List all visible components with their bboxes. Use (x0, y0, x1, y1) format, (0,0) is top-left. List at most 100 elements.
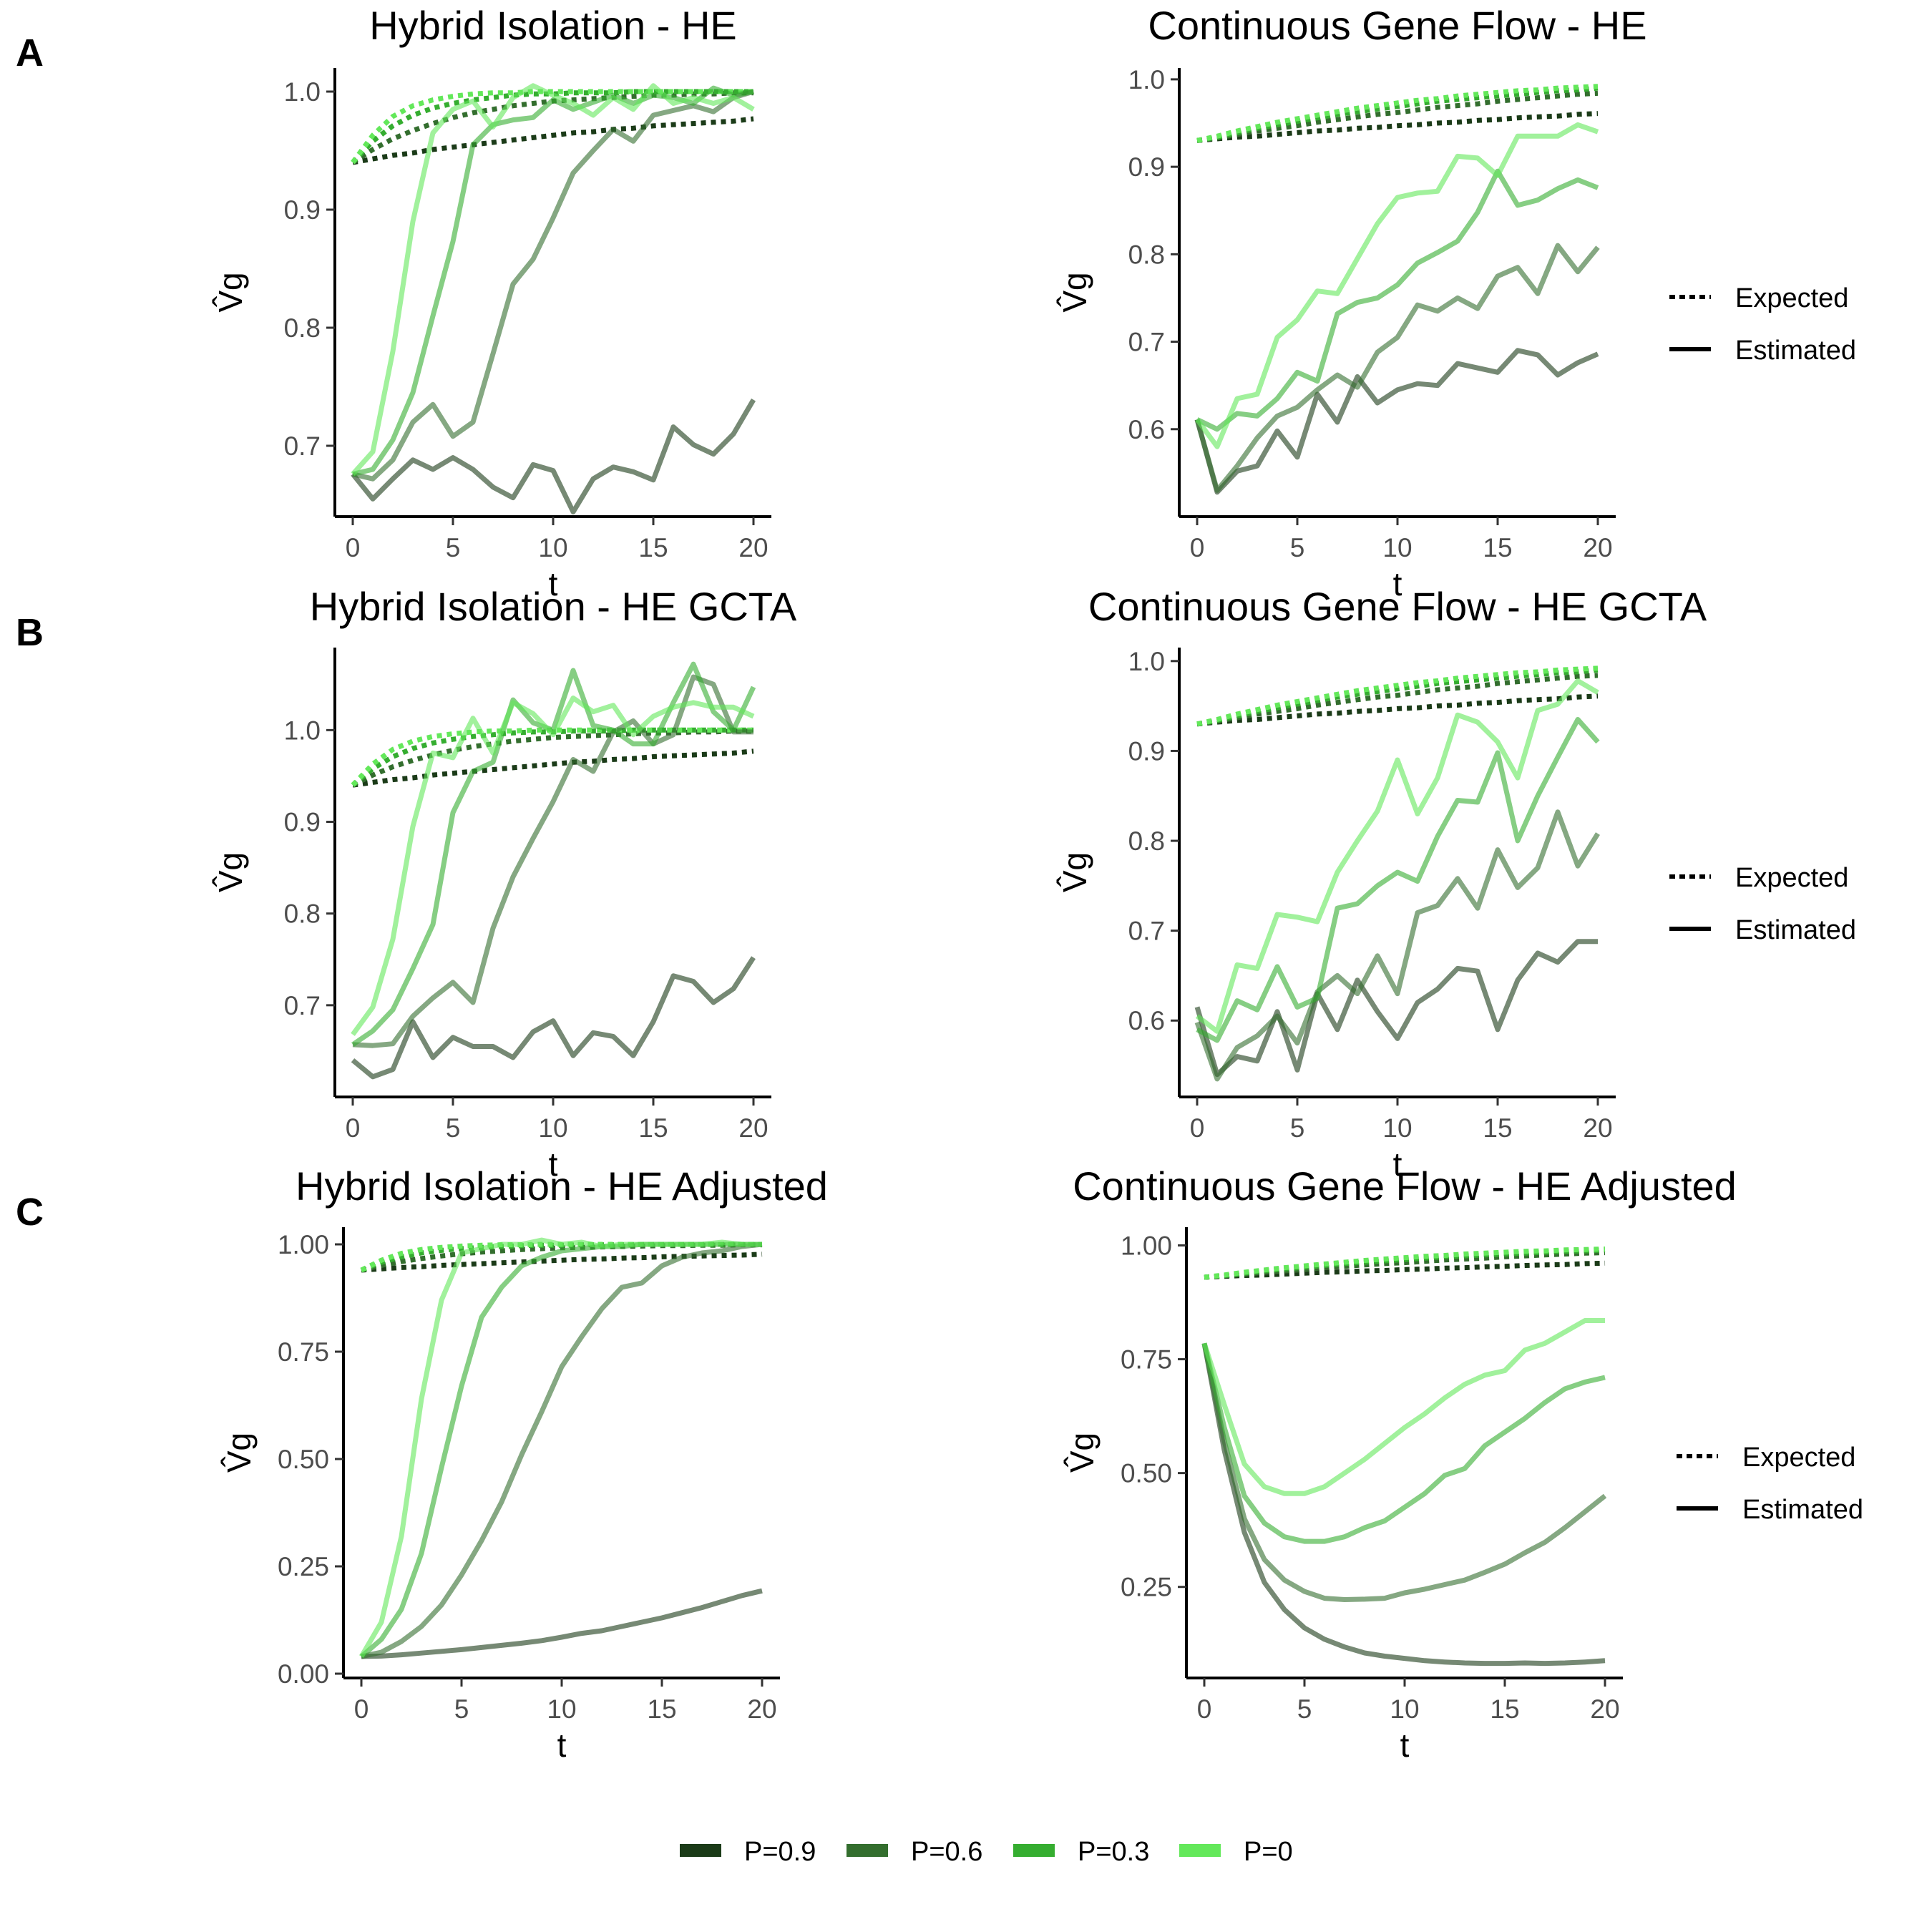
x-tick-label: 5 (1290, 1113, 1305, 1143)
expected-line-p03 (1196, 85, 1599, 143)
y-tick-label: 0.9 (284, 195, 321, 225)
x-tick-label: 0 (346, 1113, 361, 1143)
x-tick-label: 5 (1290, 533, 1305, 562)
expected-line-p06 (1204, 1250, 1606, 1280)
expected-line-p06 (1196, 673, 1599, 727)
x-tick-label: 20 (747, 1694, 776, 1724)
x-tick-label: 0 (354, 1694, 369, 1724)
x-tick-label: 20 (1583, 1113, 1612, 1143)
y-tick-label: 0.8 (284, 313, 321, 343)
panel-letter-c: C (16, 1191, 44, 1234)
y-tick-label: 0.7 (1128, 328, 1165, 357)
legend-label: P=0.9 (744, 1837, 816, 1867)
y-tick-label: 1.0 (284, 77, 321, 107)
estimated-line-p09 (1201, 1342, 1606, 1667)
x-tick-label: 15 (638, 533, 668, 562)
x-tick-label: 20 (738, 1113, 768, 1143)
linetype-legend-1: Expected Estimated (1669, 283, 1856, 366)
chart-title: Continuous Gene Flow - HE (1148, 3, 1646, 48)
estimated-line-p06 (1201, 1342, 1607, 1602)
legend-label: Estimated (1735, 336, 1856, 366)
chart-title: Continuous Gene Flow - HE Adjusted (1073, 1163, 1737, 1209)
x-tick-label: 15 (638, 1113, 668, 1143)
y-tick-label: 0.25 (1121, 1573, 1172, 1602)
chart-panel-3: Hybrid Isolation - HE GCTA 0.7 0.8 0.9 1.0 0 5… (212, 584, 797, 1183)
estimated-line-p09 (1194, 939, 1598, 1078)
y-axis-label: V̂g (212, 272, 249, 312)
x-tick-label: 20 (1590, 1694, 1619, 1724)
y-tick-label: 0.7 (284, 431, 321, 461)
expected-line-p0 (1196, 84, 1599, 143)
x-tick-label: 15 (1483, 533, 1512, 562)
x-axis-label: t (549, 1146, 558, 1183)
estimated-line-p06 (352, 89, 754, 482)
expected-line-p09 (1204, 1260, 1606, 1280)
estimated-line-p09 (361, 1588, 763, 1659)
expected-line-p09 (1196, 111, 1599, 143)
estimated-line-p09 (351, 956, 756, 1080)
y-axis-label: V̂g (1056, 852, 1093, 892)
legend-swatch (680, 1844, 721, 1857)
x-axis-label: t (1393, 565, 1402, 602)
legend-label: P=0 (1244, 1837, 1293, 1867)
expected-line-p0 (351, 727, 753, 787)
expected-line-p09 (352, 748, 754, 788)
estimated-line-p0 (1195, 122, 1599, 449)
x-axis-label: t (549, 565, 558, 602)
x-axis-label: t (1400, 1727, 1410, 1764)
x-tick-label: 15 (1490, 1694, 1519, 1724)
y-tick-label: 0.9 (1128, 736, 1165, 766)
panel-letter-b: B (16, 611, 44, 654)
estimated-line-p03 (352, 85, 754, 477)
legend-label: P=0.3 (1078, 1837, 1149, 1867)
y-axis-label: V̂g (212, 852, 249, 892)
estimated-line-p0 (351, 696, 755, 1036)
estimated-line-p0 (351, 83, 755, 476)
x-tick-label: 0 (1190, 533, 1205, 562)
linetype-legend-2: Expected Estimated (1669, 863, 1856, 945)
panel-letter-a: A (16, 31, 44, 74)
estimated-line-p03 (1201, 1342, 1606, 1544)
x-tick-label: 5 (446, 533, 461, 562)
legend-label: Expected (1735, 283, 1848, 313)
y-axis-label: V̂g (220, 1433, 258, 1473)
x-tick-label: 5 (446, 1113, 461, 1143)
y-tick-label: 1.0 (1128, 647, 1165, 676)
x-tick-label: 20 (1583, 533, 1612, 562)
x-axis-label: t (1393, 1146, 1402, 1183)
y-tick-label: 0.8 (284, 899, 321, 929)
x-tick-label: 0 (1190, 1113, 1205, 1143)
y-tick-label: 0.6 (1128, 415, 1165, 444)
estimated-line-p0 (1195, 678, 1599, 1034)
legend-label: Expected (1742, 1443, 1855, 1473)
x-tick-label: 0 (346, 533, 361, 562)
estimated-line-p03 (1196, 717, 1600, 1043)
expected-line-p0 (1204, 1246, 1606, 1280)
estimated-line-p09 (1194, 348, 1599, 495)
y-tick-label: 0.6 (1128, 1006, 1165, 1035)
chart-panel-2: Continuous Gene Flow - HE 0.6 0.7 0.8 0.9 1.0… (1056, 3, 1647, 602)
estimated-line-p0 (1201, 1318, 1605, 1496)
x-tick-label: 10 (1390, 1694, 1419, 1724)
estimated-line-p06 (361, 1241, 763, 1659)
expected-line-p06 (351, 728, 753, 788)
y-axis-label: V̂g (1063, 1433, 1101, 1473)
estimated-line-p0 (358, 1237, 762, 1658)
y-tick-label: 1.0 (284, 716, 321, 745)
legend-swatch (847, 1844, 888, 1857)
expected-line-p03 (1196, 667, 1599, 727)
estimated-line-p09 (351, 398, 756, 514)
y-tick-label: 1.0 (1128, 65, 1165, 94)
expected-line-p0 (351, 89, 753, 165)
y-tick-label: 0.7 (1128, 917, 1165, 946)
estimated-line-p03 (1196, 168, 1599, 432)
y-tick-label: 0.50 (278, 1445, 329, 1474)
y-axis-label: V̂g (1056, 272, 1093, 312)
chart-title: Hybrid Isolation - HE GCTA (310, 584, 797, 629)
estimated-line-p03 (351, 661, 756, 1047)
y-tick-label: 0.7 (284, 991, 321, 1020)
y-tick-label: 0.8 (1128, 240, 1165, 269)
y-tick-label: 1.00 (278, 1230, 329, 1259)
x-tick-label: 10 (1382, 1113, 1412, 1143)
y-tick-label: 0.50 (1121, 1459, 1172, 1488)
